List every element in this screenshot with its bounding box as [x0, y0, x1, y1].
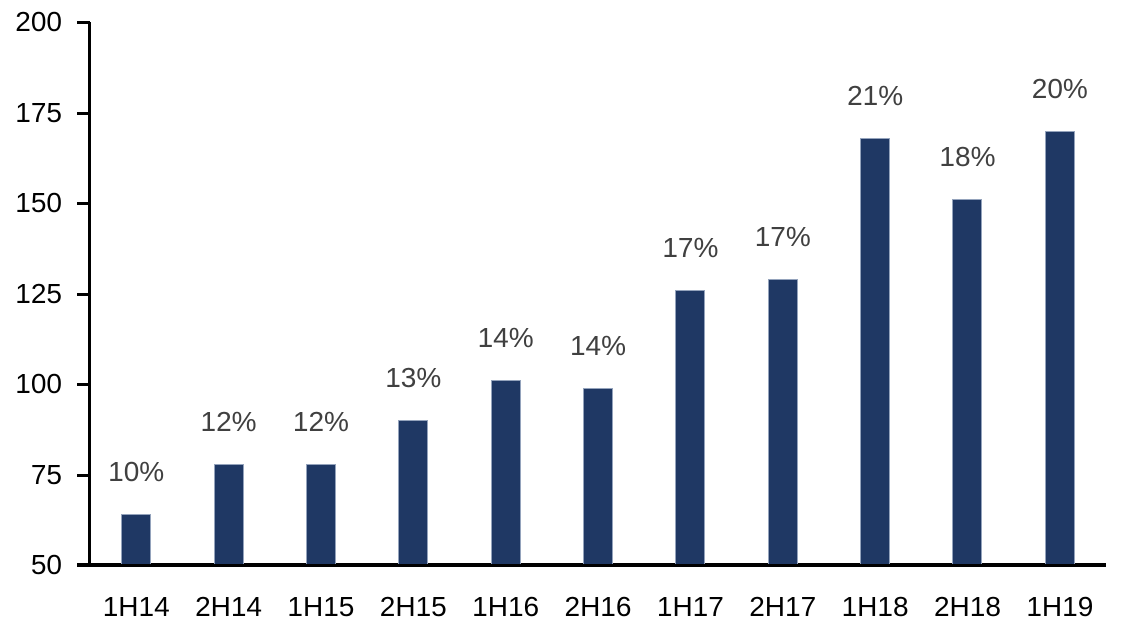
- y-axis-tick-mark: [77, 21, 90, 24]
- y-axis-tick-mark: [77, 292, 90, 296]
- bar-value-label: 17%: [754, 221, 811, 253]
- bar-value-label: 21%: [847, 79, 904, 111]
- bar-value-label: 18%: [939, 141, 996, 173]
- y-axis-tick-mark: [77, 473, 90, 477]
- y-axis-line: [88, 22, 91, 567]
- bar-value-label: 12%: [292, 405, 349, 437]
- x-axis-tick-label: 1H17: [656, 591, 724, 622]
- bar-2h15: [398, 420, 429, 564]
- y-axis-tick-label: 125: [15, 277, 62, 309]
- y-axis-tick-label: 50: [30, 549, 62, 580]
- bar-1h19: [1044, 130, 1075, 564]
- bar-value-label: 10%: [108, 456, 165, 488]
- y-axis-tick-mark: [77, 111, 90, 115]
- bar-1h15: [305, 463, 336, 564]
- bar-value-label: 20%: [1031, 72, 1088, 104]
- y-axis-tick-mark: [77, 202, 90, 205]
- x-axis-line: [77, 563, 1106, 567]
- bar-value-label: 13%: [385, 362, 442, 394]
- x-axis-tick-label: 2H16: [564, 591, 632, 622]
- bar-value-label: 17%: [662, 231, 719, 263]
- y-axis-tick-label: 175: [15, 96, 62, 128]
- x-axis-tick-label: 1H18: [841, 591, 909, 622]
- x-axis-tick-label: 2H14: [195, 591, 262, 622]
- y-axis-tick-mark: [77, 383, 90, 386]
- bar-value-label: 14%: [477, 322, 534, 354]
- bar-1h16: [490, 380, 521, 564]
- x-axis-tick-label: 1H19: [1026, 591, 1094, 622]
- x-axis-tick-label: 2H18: [933, 591, 1001, 622]
- bar-1h17: [675, 289, 706, 564]
- y-axis-tick-label: 200: [15, 6, 62, 37]
- bar-2h18: [952, 199, 983, 564]
- y-axis-tick-label: 150: [15, 187, 62, 218]
- bar-1h18: [860, 137, 891, 564]
- bar-2h16: [583, 387, 613, 564]
- x-axis-tick-label: 1H14: [102, 591, 170, 622]
- x-axis-tick-label: 2H15: [379, 591, 447, 622]
- bar-value-label: 12%: [200, 405, 257, 437]
- bar-1h14: [121, 514, 152, 564]
- bar-2h14: [213, 463, 244, 564]
- bar-value-label: 14%: [569, 329, 627, 361]
- bar-2h17: [767, 279, 798, 564]
- x-axis-tick-label: 2H17: [749, 591, 817, 622]
- x-axis-tick-label: 1H15: [287, 591, 355, 622]
- y-axis-tick-label: 75: [30, 458, 62, 490]
- y-axis-tick-label: 100: [15, 368, 62, 399]
- x-axis-tick-label: 1H16: [472, 591, 540, 622]
